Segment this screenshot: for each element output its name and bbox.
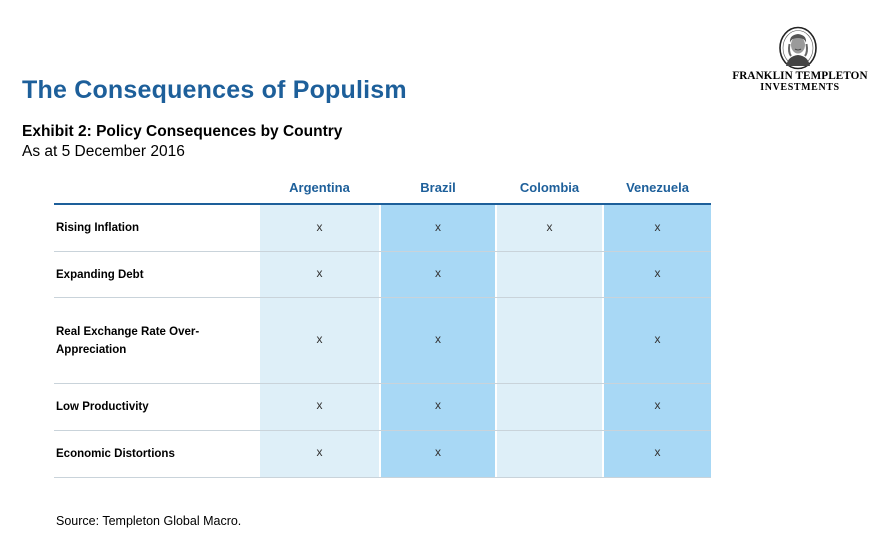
logo-text-line2: INVESTMENTS: [760, 82, 840, 93]
exhibit-title: Exhibit 2: Policy Consequences by Countr…: [22, 123, 343, 140]
column-background-brazil: [381, 204, 495, 477]
row-divider: [54, 251, 711, 252]
row-label-rising-inflation: Rising Inflation: [56, 222, 140, 234]
row-label-low-productivity: Low Productivity: [56, 401, 149, 413]
row-divider: [54, 383, 711, 384]
page-title: The Consequences of Populism: [22, 76, 407, 104]
column-header-venezuela: Venezuela: [626, 180, 689, 195]
column-background-venezuela: [604, 204, 711, 477]
cell-rising-inflation-argentina: x: [316, 220, 323, 234]
cell-economic-distortions-brazil: x: [435, 445, 441, 459]
benjamin-franklin-portrait-icon: [779, 26, 817, 70]
cell-economic-distortions-argentina: x: [316, 445, 323, 459]
cell-low-productivity-argentina: x: [316, 398, 323, 412]
exhibit-date: As at 5 December 2016: [22, 143, 185, 160]
row-label-real-exchange-rate-over-appreciation: Real Exchange Rate Over-Appreciation: [56, 326, 200, 356]
logo-text-line1: FRANKLIN TEMPLETON: [732, 70, 868, 82]
header-rule: [54, 203, 711, 205]
column-background-argentina: [260, 204, 379, 477]
cell-real-exchange-rate-venezuela: x: [654, 332, 661, 346]
cell-expanding-debt-argentina: x: [316, 266, 323, 280]
row-label-economic-distortions: Economic Distortions: [56, 448, 175, 460]
cell-rising-inflation-venezuela: x: [654, 220, 661, 234]
row-label-expanding-debt: Expanding Debt: [56, 269, 144, 281]
source-note: Source: Templeton Global Macro.: [56, 514, 242, 528]
cell-real-exchange-rate-argentina: x: [316, 332, 323, 346]
cell-rising-inflation-brazil: x: [435, 220, 441, 234]
row-divider: [54, 477, 711, 478]
column-header-colombia: Colombia: [519, 180, 580, 195]
cell-low-productivity-venezuela: x: [654, 398, 661, 412]
cell-real-exchange-rate-brazil: x: [435, 332, 441, 346]
cell-rising-inflation-colombia: x: [546, 220, 553, 234]
franklin-templeton-logo: FRANKLIN TEMPLETON INVESTMENTS: [726, 26, 874, 94]
column-background-colombia: [497, 204, 602, 477]
cell-expanding-debt-venezuela: x: [654, 266, 661, 280]
cell-expanding-debt-brazil: x: [435, 266, 441, 280]
cell-low-productivity-brazil: x: [435, 398, 441, 412]
row-divider: [54, 430, 711, 431]
column-header-argentina: Argentina: [289, 180, 350, 195]
row-divider: [54, 297, 711, 298]
column-header-brazil: Brazil: [420, 180, 456, 195]
cell-economic-distortions-venezuela: x: [654, 445, 661, 459]
